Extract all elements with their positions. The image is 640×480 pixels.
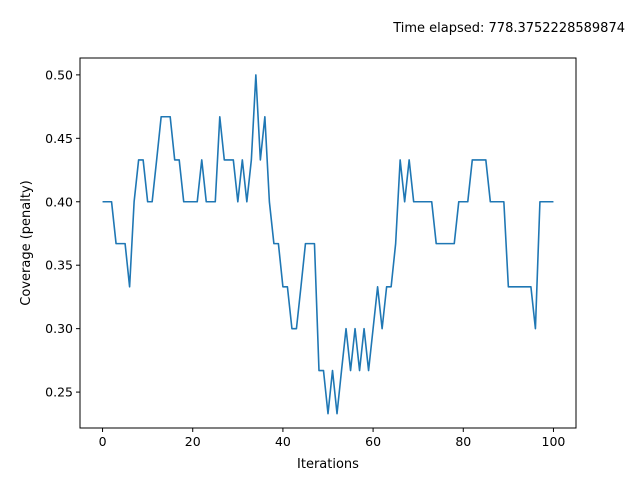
x-tick-label: 40 [275, 434, 291, 449]
y-tick-label: 0.35 [45, 258, 73, 273]
series-line-0 [102, 74, 554, 415]
x-axis-label: Iterations [297, 457, 359, 472]
x-tick-label: 0 [99, 434, 107, 449]
x-tick-label: 20 [185, 434, 201, 449]
y-tick-label: 0.30 [45, 321, 73, 336]
y-tick-label: 0.25 [45, 385, 73, 400]
y-axis-ticks: 0.25 0.30 0.35 0.40 0.45 0.50 [45, 67, 80, 400]
y-axis-label: Coverage (penalty) [19, 180, 34, 305]
x-tick-label: 60 [365, 434, 381, 449]
axes-frame [79, 57, 577, 429]
x-axis-ticks: 0 20 40 60 80 100 [99, 428, 566, 449]
y-tick-label: 0.45 [45, 131, 73, 146]
y-tick-label: 0.40 [45, 194, 73, 209]
plot-area [102, 74, 554, 415]
y-tick-label: 0.50 [45, 67, 73, 82]
chart-title: Time elapsed: 778.3752228589874 [392, 21, 625, 36]
x-tick-label: 100 [542, 434, 566, 449]
x-tick-label: 80 [455, 434, 471, 449]
